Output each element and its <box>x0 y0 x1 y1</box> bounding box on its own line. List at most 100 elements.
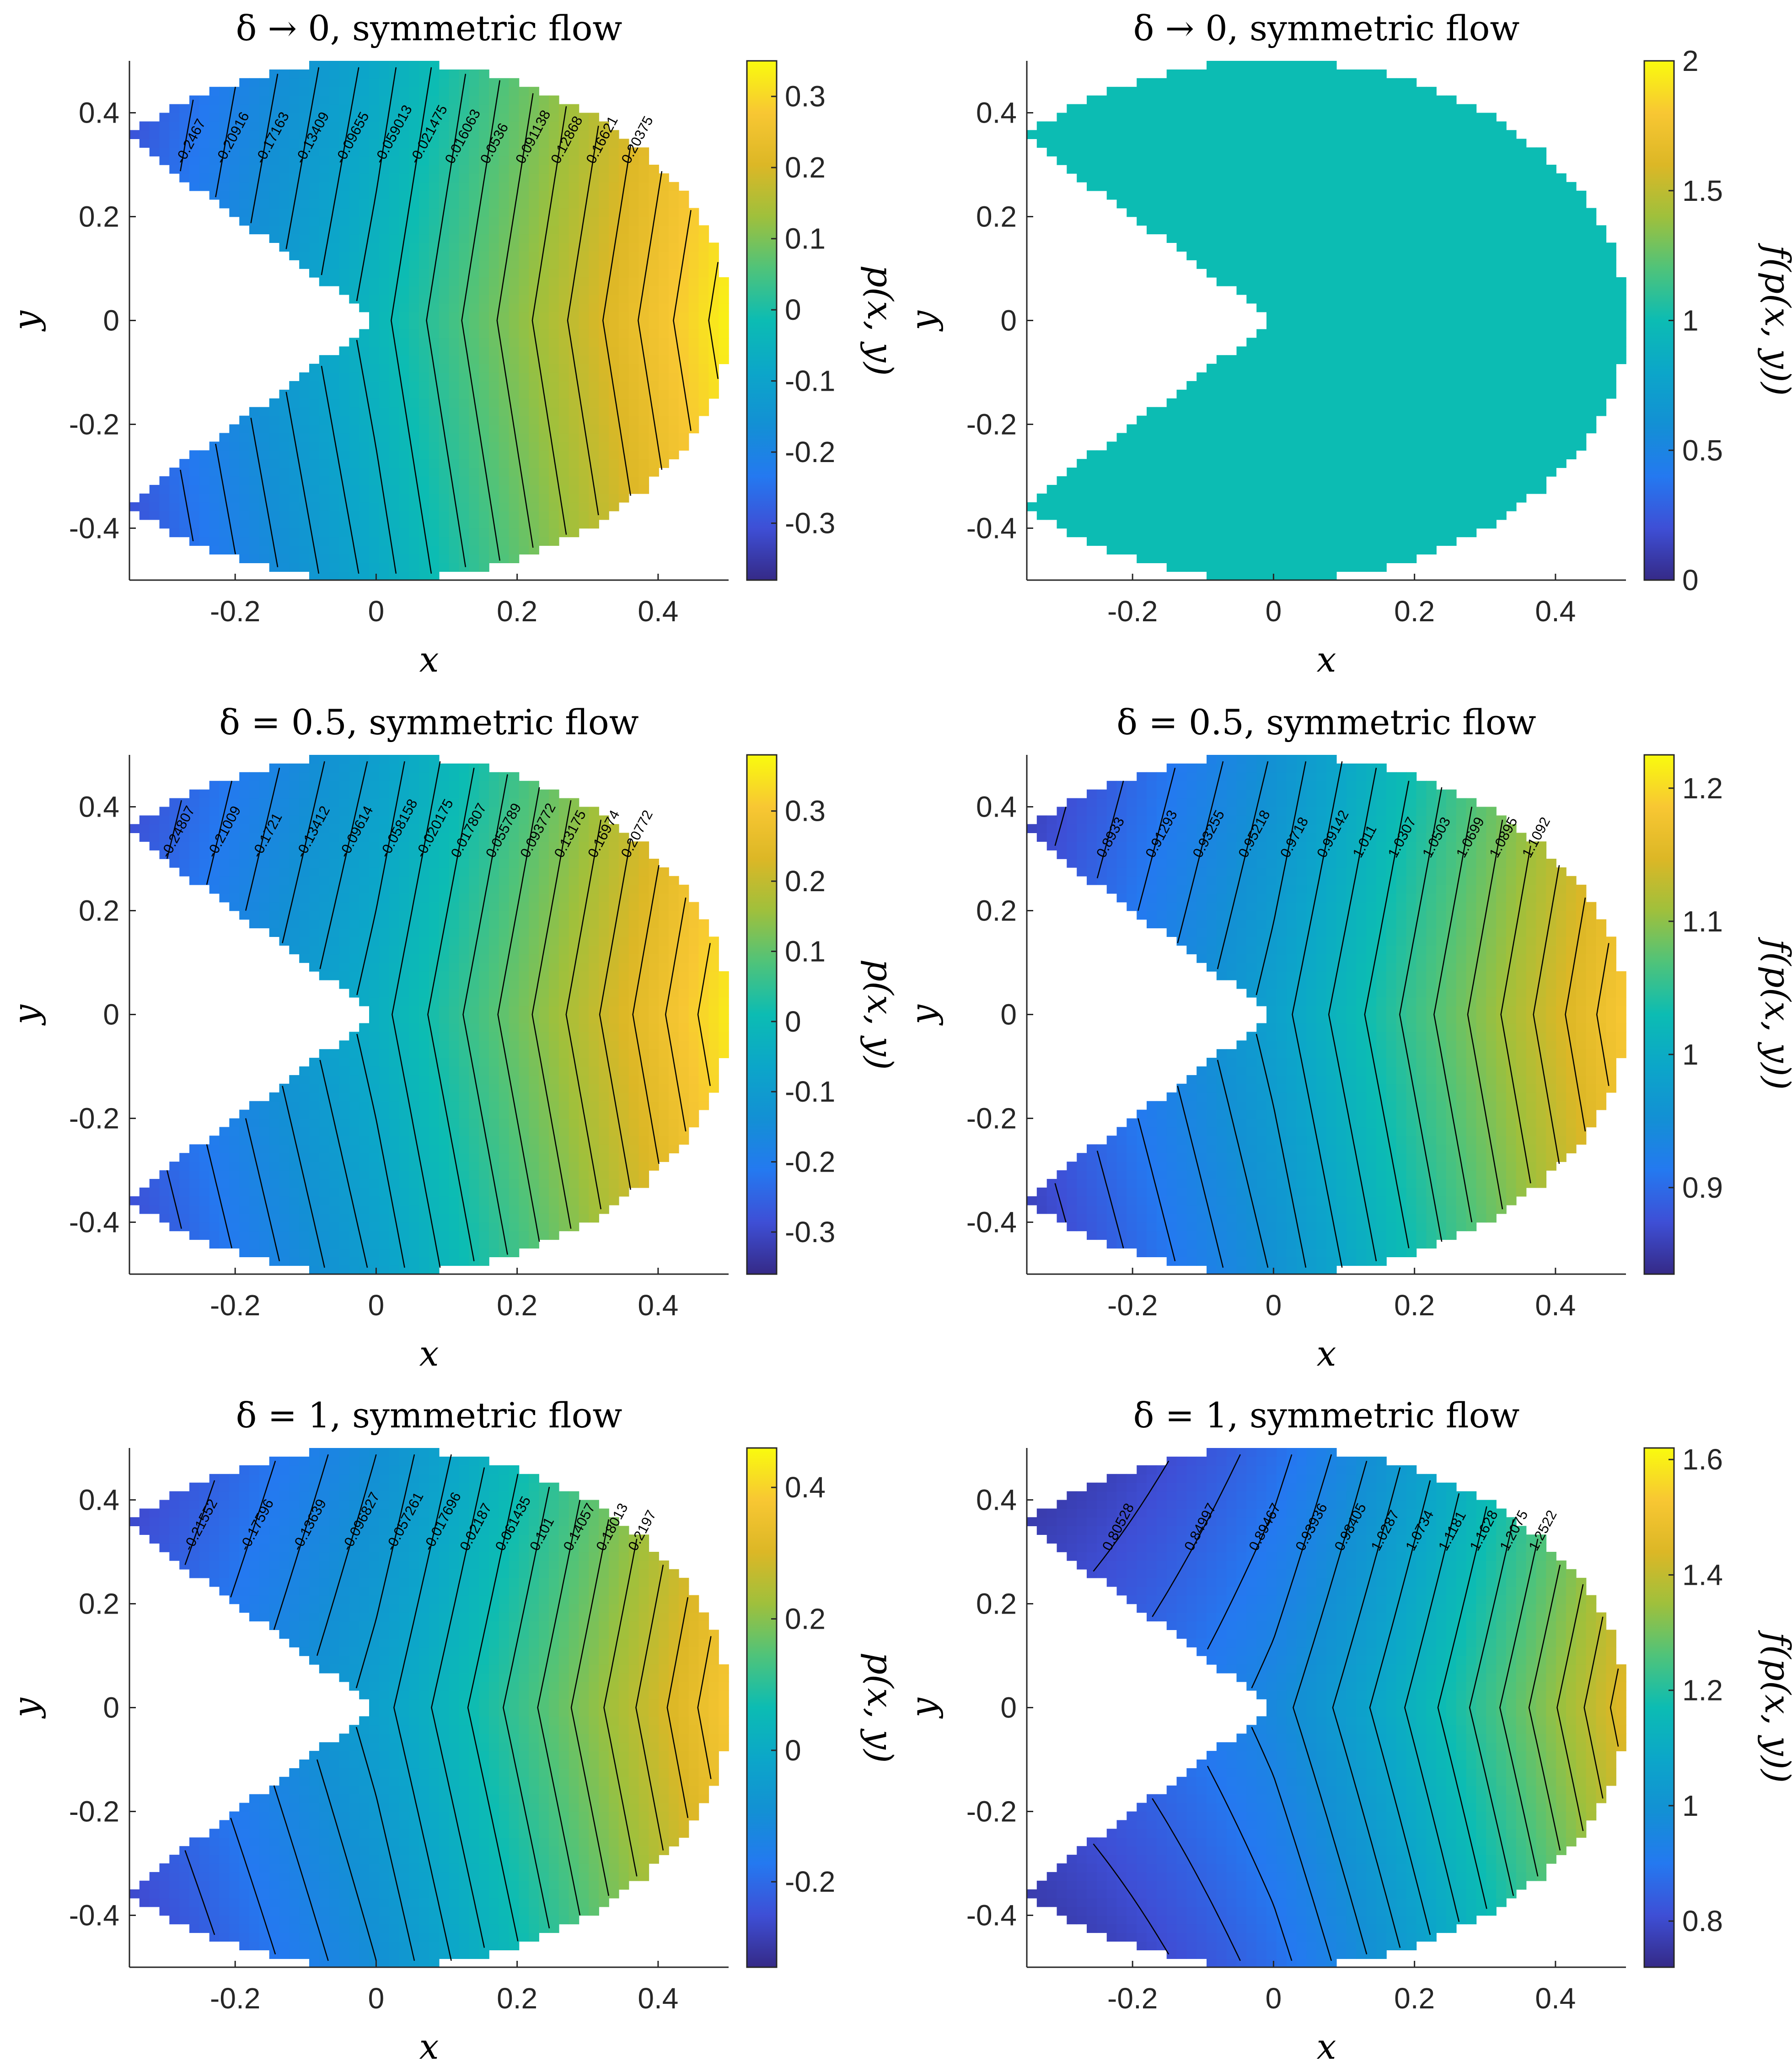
field-cell <box>479 389 489 399</box>
field-cell <box>519 528 530 538</box>
field-cell <box>379 563 390 572</box>
field-cell <box>1286 519 1297 529</box>
field-cell <box>638 320 649 330</box>
field-cell <box>319 251 330 260</box>
field-cell <box>1396 476 1407 485</box>
field-cell <box>1416 511 1427 520</box>
field-cell <box>1226 269 1237 278</box>
field-cell <box>1346 225 1357 235</box>
field-cell <box>1216 216 1227 226</box>
field-cell <box>489 450 499 459</box>
field-cell <box>1306 346 1317 355</box>
field-cell <box>1316 277 1327 286</box>
field-cell <box>369 208 380 217</box>
field-cell <box>189 139 200 148</box>
field-cell <box>529 415 539 425</box>
field-cell <box>499 484 510 494</box>
field-cell <box>419 69 429 79</box>
field-cell <box>1346 537 1357 546</box>
field-cell <box>1446 381 1457 390</box>
field-cell <box>618 173 629 183</box>
field-cell <box>1466 338 1477 347</box>
field-cell <box>1376 182 1387 191</box>
field-cell <box>1176 190 1187 200</box>
field-cell <box>399 571 410 581</box>
field-cell <box>299 528 310 538</box>
field-cell <box>1326 433 1337 442</box>
field-cell <box>499 398 510 408</box>
field-cell <box>209 95 220 105</box>
field-cell <box>1446 165 1457 174</box>
field-cell <box>499 320 510 330</box>
field-cell <box>599 398 609 408</box>
field-cell <box>1366 303 1377 312</box>
field-cell <box>519 398 530 408</box>
field-cell <box>379 519 390 529</box>
field-cell <box>549 511 559 520</box>
field-cell <box>569 260 579 269</box>
field-cell <box>1466 511 1477 520</box>
field-cell <box>1147 182 1157 191</box>
field-cell <box>1416 493 1427 503</box>
field-cell <box>389 251 400 260</box>
field-cell <box>269 234 280 243</box>
field-cell <box>1077 528 1087 538</box>
field-cell <box>1436 190 1447 200</box>
field-cell <box>489 554 499 563</box>
field-cell <box>1246 450 1257 459</box>
field-cell <box>1516 216 1527 226</box>
field-cell <box>569 372 579 382</box>
field-cell <box>529 251 539 260</box>
field-cell <box>1176 450 1187 459</box>
field-cell <box>1346 468 1357 477</box>
field-cell <box>459 424 470 434</box>
field-cell <box>659 381 669 390</box>
field-cell <box>359 571 370 581</box>
field-cell <box>469 389 479 399</box>
field-cell <box>379 468 390 477</box>
field-cell <box>239 139 250 148</box>
field-cell <box>1486 389 1497 399</box>
field-cell <box>1256 78 1267 87</box>
field-cell <box>1196 69 1207 79</box>
field-cell <box>319 459 330 468</box>
field-cell <box>1406 519 1417 529</box>
field-cell <box>379 147 390 156</box>
field-cell <box>389 563 400 572</box>
field-cell <box>1346 450 1357 459</box>
field-cell <box>1256 476 1267 485</box>
field-cell <box>1286 121 1297 131</box>
field-cell <box>579 381 590 390</box>
field-cell <box>1207 69 1217 79</box>
field-cell <box>1486 511 1497 520</box>
field-cell <box>1396 415 1407 425</box>
field-cell <box>389 493 400 503</box>
field-cell <box>558 346 569 355</box>
field-cell <box>1366 269 1377 278</box>
field-cell <box>549 156 559 165</box>
field-cell <box>1116 537 1127 546</box>
field-cell <box>558 216 569 226</box>
field-cell <box>638 199 649 209</box>
field-cell <box>1067 493 1077 503</box>
field-cell <box>429 277 440 286</box>
field-cell <box>399 545 410 554</box>
field-cell <box>1506 165 1517 174</box>
field-cell <box>479 113 489 122</box>
field-cell <box>1376 303 1387 312</box>
field-cell <box>399 563 410 572</box>
field-cell <box>1207 104 1217 113</box>
field-cell <box>1127 502 1137 511</box>
field-cell <box>1256 484 1267 494</box>
field-cell <box>569 147 579 156</box>
field-cell <box>1426 173 1437 183</box>
field-cell <box>599 346 609 355</box>
field-cell <box>329 61 340 70</box>
field-cell <box>1077 139 1087 148</box>
field-cell <box>1396 294 1407 304</box>
field-cell <box>599 234 609 243</box>
field-cell <box>669 364 679 373</box>
field-cell <box>1286 459 1297 468</box>
field-cell <box>1546 251 1556 260</box>
field-cell <box>1137 484 1147 494</box>
